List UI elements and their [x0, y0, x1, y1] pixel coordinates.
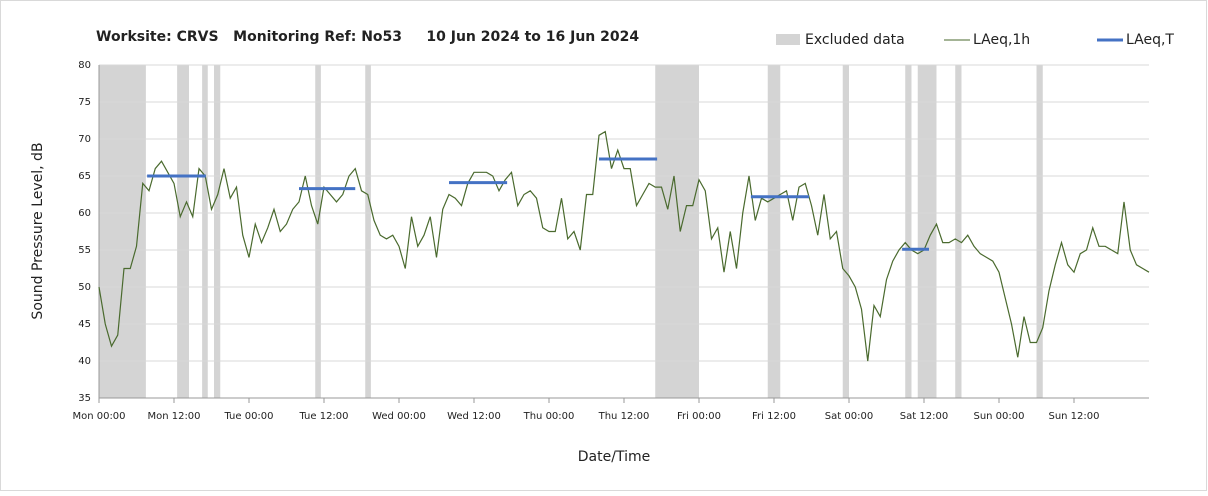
- excluded-band: [315, 65, 321, 398]
- y-tick-label: 35: [78, 393, 91, 404]
- legend-swatch-excluded: [776, 34, 800, 45]
- legend-label: Excluded data: [805, 32, 905, 48]
- excluded-band: [202, 65, 208, 398]
- x-axis-label: Date/Time: [578, 449, 650, 465]
- excluded-band: [917, 65, 937, 398]
- excluded-band: [905, 65, 912, 398]
- data-line: [98, 130, 1150, 362]
- excluded-band: [842, 65, 849, 398]
- excluded-band: [767, 65, 781, 398]
- x-tick-label: Mon 00:00: [72, 411, 125, 422]
- y-axis-label: Sound Pressure Level, dB: [30, 142, 46, 319]
- excluded-band: [655, 65, 699, 398]
- excluded-band: [99, 65, 146, 398]
- y-tick-label: 70: [78, 134, 91, 145]
- x-tick-label: Thu 12:00: [598, 411, 650, 422]
- y-tick-label: 55: [78, 245, 91, 256]
- y-tick-label: 60: [78, 208, 91, 219]
- excluded-band: [365, 65, 371, 398]
- x-tick-label: Sat 12:00: [900, 411, 948, 422]
- x-tick-label: Wed 12:00: [447, 411, 501, 422]
- x-tick-label: Tue 00:00: [223, 411, 273, 422]
- excluded-band: [214, 65, 221, 398]
- legend-label: LAeq,T: [1126, 32, 1174, 48]
- excluded-band: [1036, 65, 1043, 398]
- x-tick-label: Fri 00:00: [677, 411, 721, 422]
- x-tick-label: Sat 00:00: [825, 411, 873, 422]
- y-tick-label: 65: [78, 171, 91, 182]
- x-tick-label: Wed 00:00: [372, 411, 426, 422]
- y-tick-label: 80: [78, 60, 91, 71]
- legend-label: LAeq,1h: [973, 32, 1030, 48]
- x-tick-label: Sun 12:00: [1048, 411, 1099, 422]
- chart-title: Worksite: CRVS Monitoring Ref: No53 10 J…: [96, 29, 639, 45]
- y-tick-label: 75: [78, 97, 91, 108]
- x-tick-label: Tue 12:00: [298, 411, 348, 422]
- x-tick-label: Mon 12:00: [147, 411, 200, 422]
- excluded-band: [955, 65, 962, 398]
- x-tick-label: Thu 00:00: [523, 411, 575, 422]
- y-tick-label: 50: [78, 282, 91, 293]
- x-tick-label: Fri 12:00: [752, 411, 796, 422]
- y-tick-label: 40: [78, 356, 91, 367]
- x-tick-label: Sun 00:00: [973, 411, 1024, 422]
- excluded-band: [177, 65, 189, 398]
- y-tick-label: 45: [78, 319, 91, 330]
